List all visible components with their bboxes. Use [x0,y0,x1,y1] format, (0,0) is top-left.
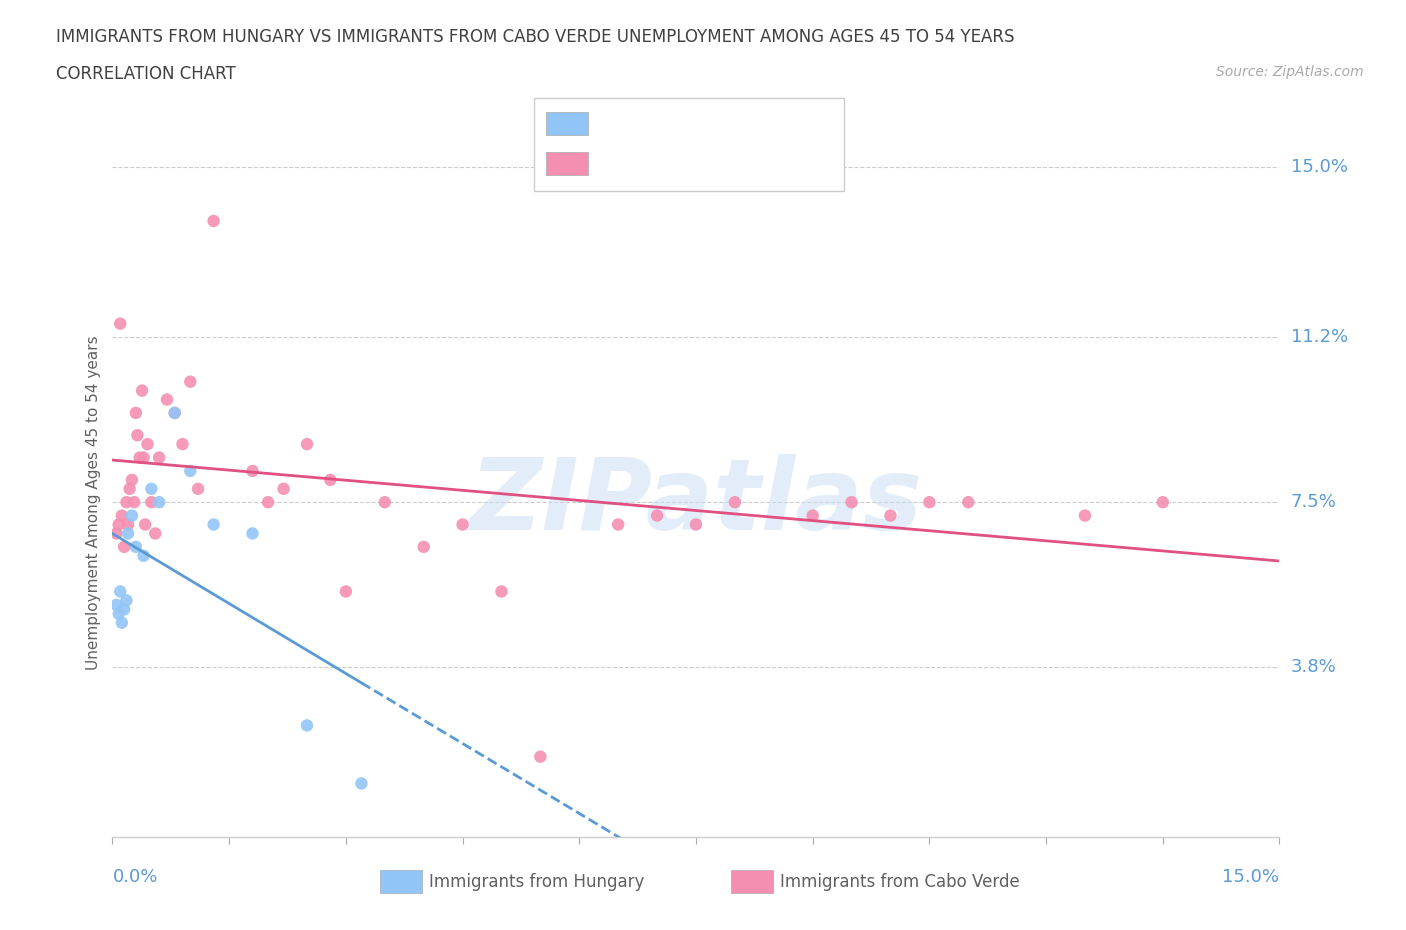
Point [107,517,129,532]
Point [335,584,357,599]
Point [117,526,139,541]
Point [801,508,824,523]
Point [112,602,135,617]
Point [491,584,513,599]
Point [879,508,901,523]
Point [111,616,134,631]
Point [374,495,396,510]
Point [141,482,163,497]
Point [172,437,194,452]
Point [132,549,155,564]
Point [127,428,149,443]
Point [350,776,373,790]
Point [121,472,143,487]
Text: 15.0%: 15.0% [1222,868,1279,885]
Point [125,405,148,420]
Point [105,597,128,612]
Point [724,495,747,510]
Text: 0.046: 0.046 [643,154,695,173]
Text: 18: 18 [742,114,765,133]
Text: 15.0%: 15.0% [1291,158,1347,177]
Point [111,508,134,523]
Point [148,495,170,510]
Point [187,482,209,497]
Point [117,517,139,532]
Point [163,405,186,420]
Text: 3.8%: 3.8% [1291,658,1336,676]
Text: 0.0%: 0.0% [112,868,157,885]
Point [319,472,342,487]
Text: Source: ZipAtlas.com: Source: ZipAtlas.com [1216,65,1364,79]
Point [412,539,434,554]
Text: ZIPatlas: ZIPatlas [470,454,922,551]
Point [121,508,143,523]
Text: R =: R = [596,154,633,173]
Point [115,495,138,510]
Point [128,450,150,465]
Point [1074,508,1097,523]
Text: 11.2%: 11.2% [1291,328,1348,346]
Text: Immigrants from Cabo Verde: Immigrants from Cabo Verde [780,872,1021,891]
Point [132,450,155,465]
Text: R =: R = [596,114,633,133]
Point [257,495,280,510]
Point [841,495,863,510]
Point [218,151,240,166]
Text: 0.101: 0.101 [643,114,695,133]
Text: 7.5%: 7.5% [1291,493,1337,512]
Point [148,450,170,465]
Point [156,392,179,407]
Point [685,517,707,532]
Point [105,526,128,541]
Point [110,316,132,331]
Point [242,463,264,478]
Text: 49: 49 [742,154,766,173]
Text: N =: N = [700,154,737,173]
Point [163,405,186,420]
Point [141,495,163,510]
Point [112,539,135,554]
Point [122,495,145,510]
Point [107,606,129,621]
Point [607,517,630,532]
Point [136,437,159,452]
Point [131,383,153,398]
Text: N =: N = [700,114,737,133]
Point [118,482,141,497]
Point [134,517,156,532]
Point [242,526,264,541]
Point [202,214,225,229]
Point [957,495,980,510]
Point [179,463,201,478]
Point [645,508,668,523]
Point [125,539,148,554]
Point [295,437,318,452]
Point [451,517,474,532]
Point [918,495,941,510]
Point [295,718,318,733]
Point [143,526,166,541]
Y-axis label: Unemployment Among Ages 45 to 54 years: Unemployment Among Ages 45 to 54 years [86,335,101,670]
Point [115,593,138,608]
Point [273,482,295,497]
Point [202,517,225,532]
Point [1152,495,1174,510]
Text: IMMIGRANTS FROM HUNGARY VS IMMIGRANTS FROM CABO VERDE UNEMPLOYMENT AMONG AGES 45: IMMIGRANTS FROM HUNGARY VS IMMIGRANTS FR… [56,28,1015,46]
Point [179,374,201,389]
Text: Immigrants from Hungary: Immigrants from Hungary [429,872,644,891]
Point [529,750,551,764]
Text: CORRELATION CHART: CORRELATION CHART [56,65,236,83]
Point [110,584,132,599]
